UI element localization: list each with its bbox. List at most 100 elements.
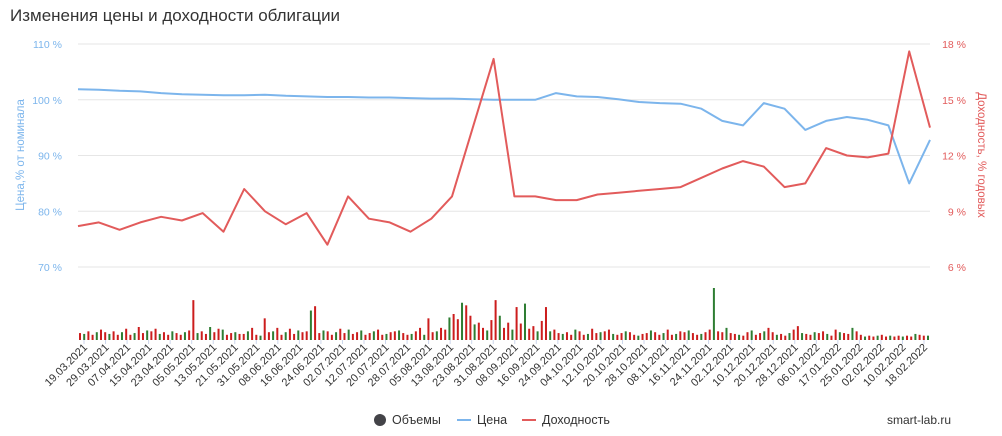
volume-bar — [381, 334, 384, 340]
volume-bar — [628, 332, 631, 340]
volume-bar — [754, 334, 757, 340]
volume-bar — [389, 332, 392, 340]
volume-bar — [435, 331, 438, 340]
volume-bar — [188, 330, 191, 340]
volume-bar — [200, 331, 203, 340]
legend-label[interactable]: Доходность — [542, 413, 610, 427]
volume-bar — [204, 333, 207, 340]
volume-bar — [503, 327, 505, 340]
volume-bar — [834, 329, 837, 340]
volume-bar — [356, 332, 359, 340]
volume-bar — [704, 332, 707, 340]
volume-bar — [461, 302, 464, 340]
volume-bar — [431, 332, 434, 340]
volume-bar — [872, 336, 875, 340]
volume-bar — [570, 334, 573, 340]
volume-bar — [687, 330, 690, 340]
volume-bar — [112, 331, 115, 340]
volume-bar — [813, 332, 816, 340]
volume-bar — [448, 317, 451, 340]
y-right-tick-label: 9 % — [948, 206, 966, 218]
y-left-axis-title: Цена,% от номинала — [15, 99, 27, 211]
volume-bar — [162, 332, 165, 340]
volume-bar — [700, 333, 703, 340]
volume-bar — [368, 333, 371, 340]
volume-bar — [721, 332, 724, 340]
volume-bar — [553, 329, 556, 340]
volume-bar — [410, 333, 413, 340]
volume-bar — [108, 333, 111, 340]
volume-bar — [893, 336, 896, 340]
volume-bar — [645, 333, 648, 340]
volume-bar — [780, 333, 783, 340]
y-left-ticks: 70 % 80 % 90 % 100 % 110 % — [32, 39, 62, 274]
volume-bar — [91, 334, 94, 340]
volume-bar — [335, 332, 338, 340]
volume-bar — [225, 334, 228, 340]
volume-bar — [372, 331, 375, 340]
volume-bar — [276, 327, 279, 340]
volume-bar — [557, 333, 560, 340]
volume-bar — [662, 333, 665, 340]
volume-bar — [880, 334, 883, 340]
volume-bar — [423, 334, 426, 340]
volume-bar — [469, 315, 472, 340]
volume-bar — [838, 332, 841, 340]
volume-bar — [784, 335, 787, 340]
volume-bar — [725, 327, 728, 340]
y-right-tick-label: 15 % — [942, 95, 966, 107]
volume-bar — [246, 331, 249, 340]
grid-lines — [78, 43, 930, 268]
volume-bar — [796, 326, 799, 340]
volume-bar — [288, 328, 291, 340]
volume-bar — [490, 320, 493, 340]
legend-label[interactable]: Цена — [477, 413, 507, 427]
volume-bar — [482, 327, 485, 340]
volume-bar — [633, 334, 636, 340]
volume-bar — [330, 334, 333, 340]
y-right-axis-title: Доходность, % годовых — [975, 92, 987, 218]
volume-bar — [738, 334, 741, 340]
volume-bar — [843, 333, 846, 340]
volume-bar — [679, 331, 682, 340]
volume-bar — [885, 336, 888, 340]
volume-bar — [595, 333, 598, 340]
legend-label[interactable]: Объемы — [392, 413, 441, 427]
series-line-price — [77, 88, 931, 185]
volume-bar — [385, 333, 388, 340]
volume-bar — [465, 305, 468, 340]
volume-bar — [910, 336, 913, 340]
volume-bar — [582, 334, 585, 340]
volume-bar — [305, 331, 308, 340]
x-ticks: 19.03.202129.03.202107.04.202115.04.2021… — [43, 340, 930, 389]
volume-bar — [897, 335, 900, 340]
y-right-tick-label: 6 % — [948, 262, 966, 274]
credit-link[interactable]: smart-lab.ru — [887, 413, 951, 427]
volume-bar — [263, 318, 266, 340]
volume-bar — [918, 334, 921, 340]
volume-bar — [649, 330, 652, 340]
volume-bar — [234, 332, 237, 340]
volume-bar — [267, 332, 270, 340]
volume-bar — [763, 331, 766, 340]
volume-bar — [809, 334, 812, 340]
volume-bar — [549, 331, 552, 340]
volume-bar — [79, 333, 81, 340]
y-left-tick-label: 70 % — [38, 262, 62, 274]
volume-bar — [637, 335, 640, 340]
y-right-ticks: 6 % 9 % 12 % 15 % 18 % — [942, 39, 966, 274]
volume-bar — [309, 310, 312, 340]
volume-bar — [360, 330, 363, 340]
y-right-tick-label: 12 % — [942, 151, 966, 163]
volume-bar — [272, 331, 275, 340]
volume-bar — [855, 331, 858, 340]
volume-bar — [712, 288, 715, 340]
volume-bar — [456, 319, 459, 340]
volume-bar — [406, 334, 409, 340]
volume-bar — [826, 333, 829, 340]
volume-bar — [574, 329, 577, 340]
volume-bar — [847, 333, 850, 340]
volume-bar — [141, 333, 144, 340]
volume-bar — [494, 300, 497, 340]
